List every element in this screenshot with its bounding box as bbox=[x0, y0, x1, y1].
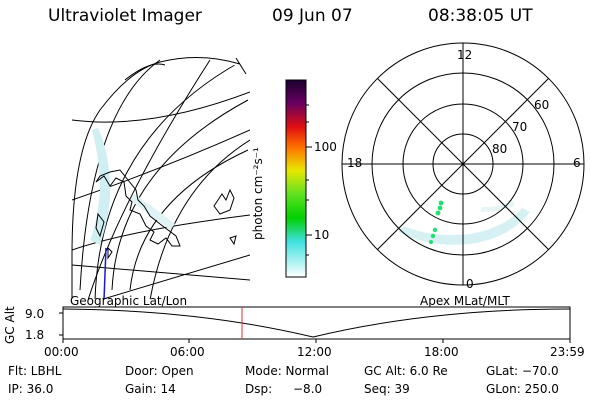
altitude-plot bbox=[59, 306, 571, 343]
colorbar-tick-100: 100 bbox=[314, 140, 337, 154]
glat-status: GLat: −70.0 bbox=[486, 364, 559, 378]
polar-plot bbox=[341, 42, 585, 286]
xtick-1200: 12:00 bbox=[297, 345, 332, 359]
xtick-1800: 18:00 bbox=[424, 345, 459, 359]
header-time: 08:38:05 UT bbox=[428, 6, 533, 26]
xtick-0000: 00:00 bbox=[44, 345, 79, 359]
glon-status: GLon: 250.0 bbox=[486, 382, 559, 396]
colorbar-tick-10: 10 bbox=[314, 228, 330, 242]
dsp-value: −8.0 bbox=[293, 382, 323, 396]
mlt-label-0: 0 bbox=[466, 277, 474, 291]
ip-status: IP: 36.0 bbox=[8, 382, 54, 396]
geographic-title: Geographic Lat/Lon bbox=[70, 294, 188, 308]
gc-alt-status: GC Alt: 6.0 Re bbox=[364, 364, 448, 378]
lat-label-60: 60 bbox=[534, 98, 550, 112]
lat-label-70: 70 bbox=[512, 120, 528, 134]
door-status: Door: Open bbox=[125, 364, 194, 378]
mlt-label-18: 18 bbox=[347, 156, 363, 170]
dsp-label: Dsp: bbox=[245, 382, 273, 396]
gain-status: Gain: 14 bbox=[125, 382, 176, 396]
colorbar bbox=[285, 79, 312, 278]
instrument-title: Ultraviolet Imager bbox=[48, 6, 202, 26]
mode-status: Mode: Normal bbox=[245, 364, 329, 378]
xtick-2359: 23:59 bbox=[550, 345, 585, 359]
apex-title: Apex MLat/MLT bbox=[420, 294, 510, 308]
geographic-globe bbox=[71, 57, 250, 301]
seq-status: Seq: 39 bbox=[364, 382, 410, 396]
ytick-1-8: 1.8 bbox=[25, 328, 45, 342]
mlt-label-12: 12 bbox=[457, 48, 473, 62]
mlt-label-6: 6 bbox=[573, 156, 581, 170]
ytick-9: 9.0 bbox=[25, 307, 45, 321]
gc-alt-ylabel: GC Alt bbox=[3, 306, 17, 344]
colorbar-unit-label: photon cm⁻²s⁻¹ bbox=[251, 147, 265, 240]
lat-label-80: 80 bbox=[492, 142, 508, 156]
header-date: 09 Jun 07 bbox=[272, 6, 353, 26]
xtick-0600: 06:00 bbox=[170, 345, 205, 359]
filter-status: Flt: LBHL bbox=[8, 364, 62, 378]
